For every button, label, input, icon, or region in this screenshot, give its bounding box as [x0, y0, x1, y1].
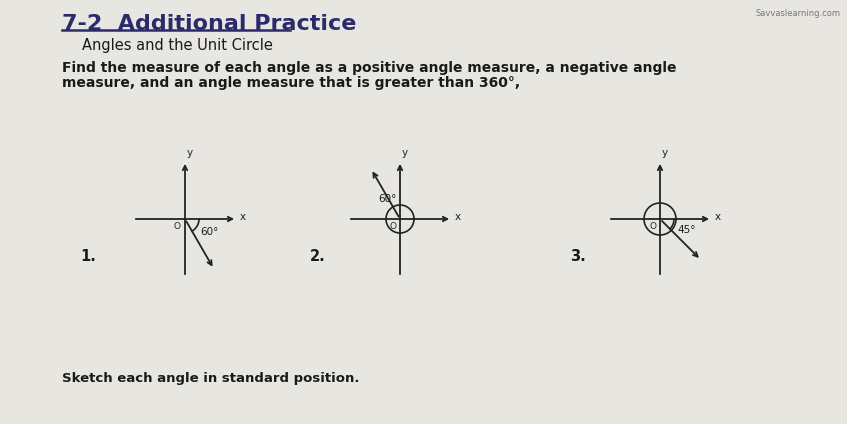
Text: Sketch each angle in standard position.: Sketch each angle in standard position.: [62, 372, 359, 385]
Text: x: x: [715, 212, 721, 222]
Text: y: y: [402, 148, 408, 158]
Text: Savvaslearning.com: Savvaslearning.com: [755, 9, 840, 18]
Text: Find the measure of each angle as a positive angle measure, a negative angle: Find the measure of each angle as a posi…: [62, 61, 677, 75]
Text: y: y: [662, 148, 668, 158]
Text: 60°: 60°: [200, 227, 219, 237]
Text: measure, and an angle measure that is greater than 360°,: measure, and an angle measure that is gr…: [62, 76, 520, 90]
Text: x: x: [455, 212, 461, 222]
Text: 60°: 60°: [378, 194, 396, 204]
Text: 45°: 45°: [677, 225, 695, 235]
Text: y: y: [187, 148, 193, 158]
Text: x: x: [240, 212, 246, 222]
Text: Angles and the Unit Circle: Angles and the Unit Circle: [82, 38, 273, 53]
Text: O: O: [649, 222, 656, 231]
Text: 7-2  Additional Practice: 7-2 Additional Practice: [62, 14, 357, 34]
Text: 2.: 2.: [310, 249, 326, 264]
Text: O: O: [174, 222, 181, 231]
Text: O: O: [389, 222, 396, 231]
Text: 1.: 1.: [80, 249, 96, 264]
Text: 3.: 3.: [570, 249, 586, 264]
